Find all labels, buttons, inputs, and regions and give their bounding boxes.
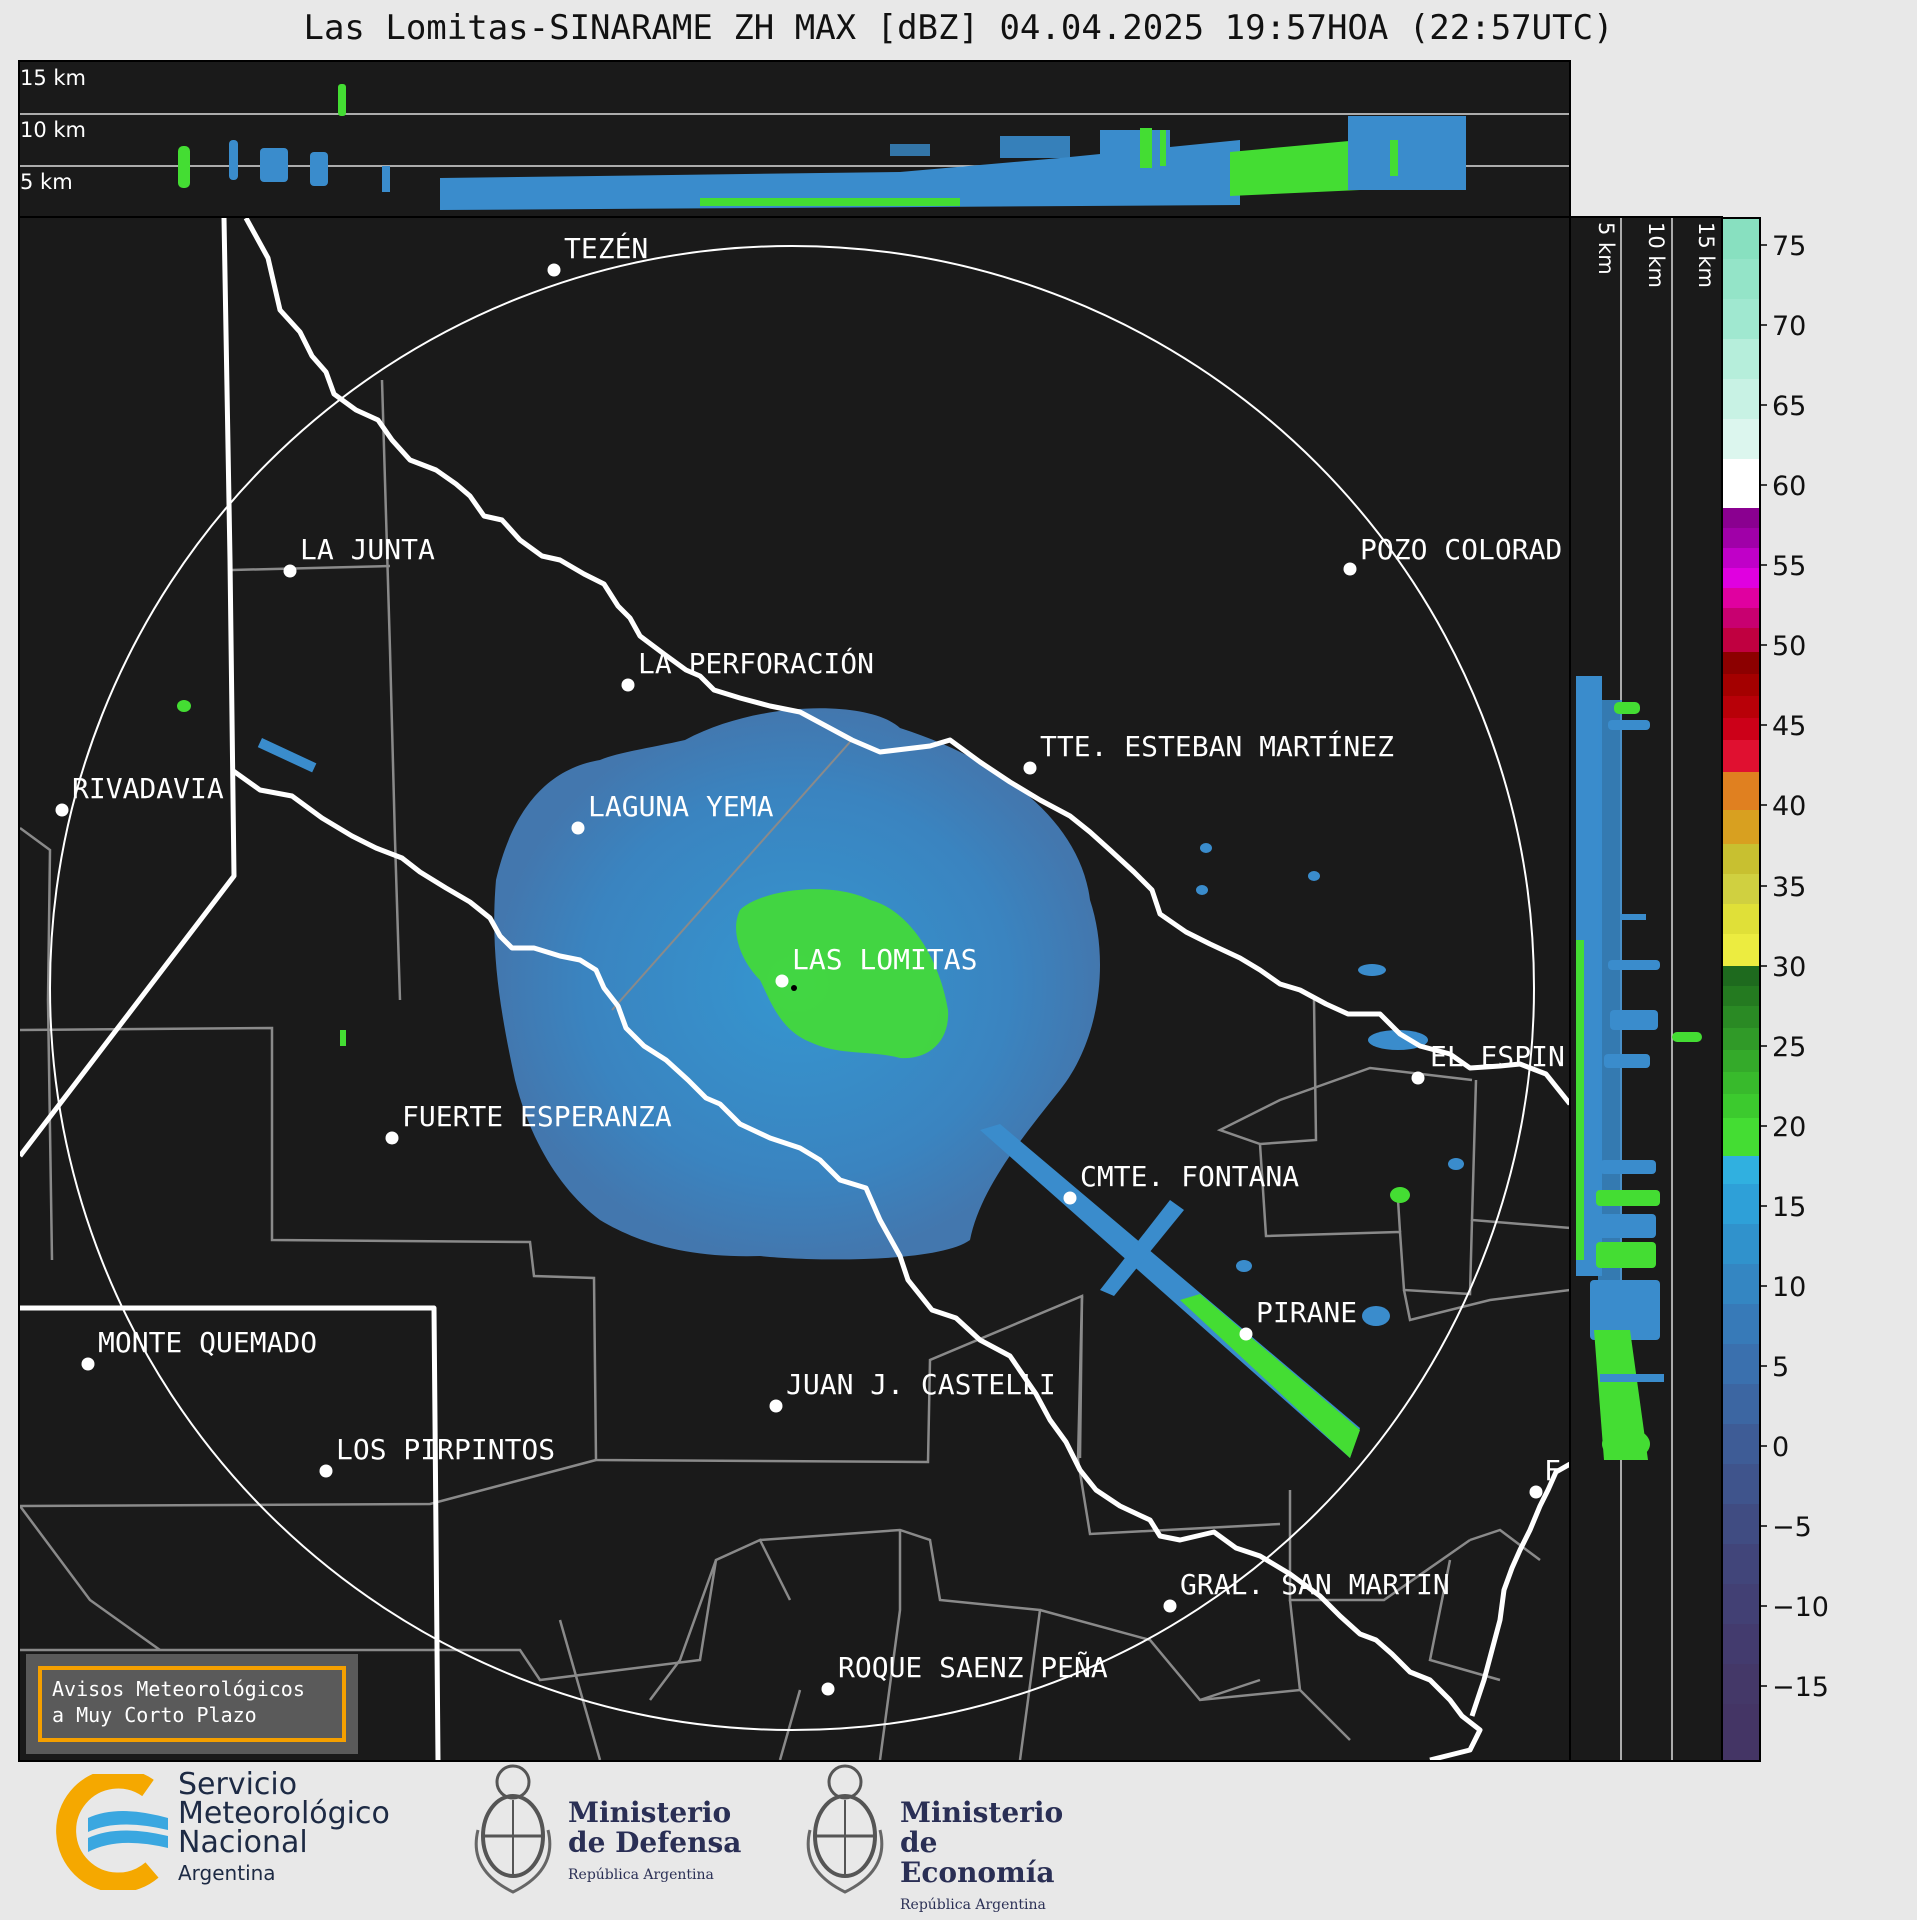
colorbar-tick-label: −15 — [1772, 1672, 1829, 1703]
colorbar-tick-label: −5 — [1772, 1512, 1812, 1543]
city-dot — [1529, 1485, 1543, 1499]
city-dot — [283, 564, 297, 578]
city-dot — [385, 1131, 399, 1145]
economia-sub: República Argentina — [900, 1897, 1046, 1913]
avisos-banner[interactable]: Avisos Meteorológicos a Muy Corto Plazo — [26, 1654, 358, 1754]
colorbar-tick-label: 55 — [1772, 551, 1806, 582]
defensa-logo: Ministerio de Defensa República Argentin… — [468, 1760, 758, 1900]
city-dot — [1411, 1071, 1425, 1085]
smn-line: Nacional — [178, 1825, 308, 1860]
city-label-los-pirpintos: LOS PIRPINTOS — [336, 1433, 555, 1466]
city-label-las-lomitas: LAS LOMITAS — [792, 943, 977, 976]
city-label-formosa: F — [1544, 1454, 1561, 1487]
smn-line: Meteorológico — [178, 1796, 390, 1831]
city-label-gral-san-martin: GRAL. SAN MARTIN — [1180, 1568, 1450, 1601]
smn-country: Argentina — [178, 1861, 276, 1885]
province-boundaries — [20, 218, 1569, 1760]
city-dot — [1063, 1191, 1077, 1205]
city-label-cmte-fontana: CMTE. FONTANA — [1080, 1160, 1299, 1193]
colorbar-tick-label: 45 — [1772, 711, 1806, 742]
colorbar-tick-label: 15 — [1772, 1192, 1806, 1223]
city-dot — [1239, 1327, 1253, 1341]
coat-of-arms-icon — [474, 1764, 552, 1894]
colorbar-tick-label: 70 — [1772, 311, 1806, 342]
department-boundaries — [20, 379, 1569, 1760]
colorbar-tick-label: 65 — [1772, 391, 1806, 422]
avisos-line: a Muy Corto Plazo — [52, 1703, 257, 1727]
colorbar-tick-label: 75 — [1772, 231, 1806, 262]
city-label-pozo-colorado: POZO COLORAD — [1360, 533, 1562, 566]
city-label-laguna-yema: LAGUNA YEMA — [588, 790, 774, 823]
coat-of-arms-icon — [806, 1764, 884, 1894]
city-dot — [55, 803, 69, 817]
city-dot — [319, 1464, 333, 1478]
side-alt-label: 10 km — [1644, 222, 1668, 288]
city-dot — [821, 1682, 835, 1696]
city-dot — [547, 263, 561, 277]
city-label-monte-quemado: MONTE QUEMADO — [98, 1326, 317, 1359]
city-dot — [571, 821, 585, 835]
page-title: Las Lomitas-SINARAME ZH MAX [dBZ] 04.04.… — [303, 8, 1614, 48]
city-label-rivadavia: RIVADAVIA — [72, 772, 224, 805]
colorbar-tick-label: 40 — [1772, 791, 1806, 822]
city-labels: TEZÉN LA JUNTA POZO COLORAD LA PERFORACI… — [72, 231, 1565, 1684]
colorbar-swatches — [1723, 219, 1759, 1760]
economia-logo: Ministerio de Economía República Argenti… — [800, 1760, 1100, 1913]
map-panel: TEZÉN LA JUNTA POZO COLORAD LA PERFORACI… — [18, 216, 1571, 1762]
colorbar-tick-label: 0 — [1772, 1432, 1789, 1463]
avisos-frame: Avisos Meteorológicos a Muy Corto Plazo — [38, 1666, 346, 1742]
city-label-tezen: TEZÉN — [564, 231, 648, 265]
colorbar-tick-label: 50 — [1772, 631, 1806, 662]
defensa-line: Ministerio — [568, 1796, 732, 1829]
city-label-la-junta: LA JUNTA — [300, 533, 435, 566]
smn-wordmark: Servicio Meteorológico Nacional Argentin… — [178, 1770, 390, 1888]
top-alt-label: 10 km — [20, 118, 86, 142]
top-alt-label: 15 km — [20, 66, 86, 90]
city-dot — [775, 974, 789, 988]
colorbar-tick-label: 5 — [1772, 1352, 1789, 1383]
city-dot — [1163, 1599, 1177, 1613]
defensa-sub: República Argentina — [568, 1867, 714, 1883]
smn-emblem-icon — [56, 1768, 168, 1893]
city-label-tte-esteban-martinez: TTE. ESTEBAN MARTÍNEZ — [1040, 729, 1394, 763]
city-dot — [1343, 562, 1357, 576]
side-alt-label: 5 km — [1594, 222, 1618, 275]
colorbar-tick-label: 30 — [1772, 952, 1806, 983]
top-alt-label: 5 km — [20, 170, 73, 194]
city-label-roque-saenz-pena: ROQUE SAENZ PEÑA — [838, 1650, 1108, 1684]
city-markers — [55, 263, 1543, 1696]
city-dot — [81, 1357, 95, 1371]
colorbar-ticks — [1760, 244, 1767, 1687]
colorbar-tick-label: 35 — [1772, 872, 1806, 903]
side-altitude-panel: 5 km 10 km 15 km — [1569, 216, 1723, 1762]
city-label-juan-j-castelli: JUAN J. CASTELLI — [786, 1368, 1056, 1401]
radar-echoes — [177, 700, 1464, 1458]
city-label-el-espinillo: EL ESPIN — [1430, 1040, 1565, 1073]
smn-line: Servicio — [178, 1767, 298, 1802]
city-label-pirane: PIRANE — [1256, 1296, 1357, 1329]
top-altitude-panel: 15 km 10 km 5 km — [18, 60, 1571, 218]
defensa-wordmark: Ministerio de Defensa República Argentin… — [568, 1798, 741, 1890]
city-label-fuerte-esperanza: FUERTE ESPERANZA — [402, 1100, 672, 1133]
defensa-line: de Defensa — [568, 1826, 742, 1859]
colorbar: 75 70 65 60 55 50 45 40 35 30 25 20 15 1… — [1721, 217, 1829, 1762]
city-dot — [769, 1399, 783, 1413]
economia-wordmark: Ministerio de Economía República Argenti… — [900, 1798, 1100, 1920]
economia-line: Ministerio — [900, 1796, 1064, 1829]
colorbar-tick-label: 60 — [1772, 471, 1806, 502]
smn-logo: Servicio Meteorológico Nacional Argentin… — [48, 1768, 428, 1893]
avisos-line: Avisos Meteorológicos — [52, 1677, 305, 1701]
side-alt-label: 15 km — [1694, 222, 1718, 288]
city-dot — [621, 678, 635, 692]
colorbar-tick-label: −10 — [1772, 1592, 1829, 1623]
colorbar-tick-labels: 75 70 65 60 55 50 45 40 35 30 25 20 15 1… — [1772, 231, 1829, 1703]
city-label-la-perforacion: LA PERFORACIÓN — [638, 646, 874, 680]
range-ring — [49, 245, 1535, 1731]
colorbar-tick-label: 25 — [1772, 1032, 1806, 1063]
city-dot — [1023, 761, 1037, 775]
colorbar-tick-label: 20 — [1772, 1112, 1806, 1143]
colorbar-tick-label: 10 — [1772, 1272, 1806, 1303]
economia-line: de Economía — [900, 1826, 1055, 1889]
